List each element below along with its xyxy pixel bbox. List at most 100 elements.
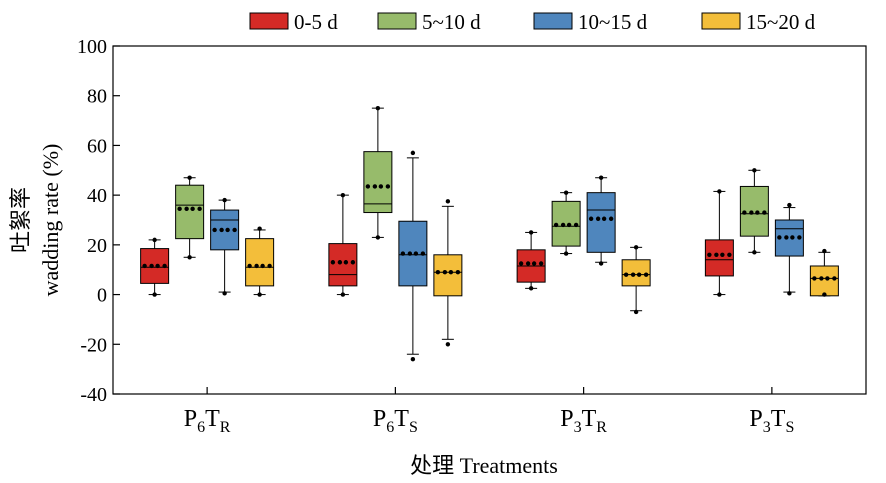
- outlier-point: [222, 197, 227, 203]
- legend-label: 0-5 d: [294, 10, 338, 34]
- outlier-point: [257, 292, 262, 297]
- box-10-15-d-1: [398, 150, 428, 362]
- outlier-point: [787, 202, 792, 208]
- mean-dot: [254, 263, 259, 269]
- legend-label: 10~15 d: [578, 10, 648, 34]
- mean-dot: [435, 270, 441, 275]
- outlier-point: [187, 255, 192, 260]
- box-10-15-d-0: [210, 197, 240, 296]
- mean-dot: [378, 184, 384, 189]
- mean-dot: [643, 272, 649, 277]
- box-body: [586, 192, 616, 253]
- mean-dot: [727, 252, 732, 257]
- mean-dot: [247, 263, 252, 269]
- outlier-point: [717, 189, 722, 194]
- box-5-10-d-0: [175, 175, 205, 260]
- outlier-point: [375, 235, 381, 240]
- outlier-point: [822, 292, 827, 297]
- box-10-15-d-3: [774, 202, 804, 296]
- box-10-15-d-2: [586, 175, 616, 266]
- box-15-20-d-2: [621, 245, 651, 315]
- box-5-10-d-1: [363, 105, 393, 240]
- outlier-point: [340, 292, 346, 297]
- mean-dot: [630, 272, 636, 277]
- outlier-point: [633, 309, 639, 315]
- mean-dot: [365, 184, 371, 189]
- mean-dot: [636, 272, 642, 277]
- box-body: [809, 265, 839, 297]
- box-0-5-d-1: [328, 192, 358, 297]
- mean-dot: [755, 210, 760, 215]
- box-15-20-d-3: [809, 248, 839, 297]
- y-axis-title: 吐絮率 wadding rate (%): [8, 144, 63, 297]
- legend-item: 0-5 d: [249, 10, 338, 34]
- legend-label: 15~20 d: [746, 10, 816, 34]
- legend-item: 10~15 d: [533, 10, 648, 34]
- mean-dot: [260, 263, 265, 269]
- mean-dot: [350, 260, 356, 265]
- y-tick-label: 100: [77, 36, 107, 58]
- mean-dot: [553, 222, 559, 228]
- mean-dot: [420, 251, 426, 256]
- mean-dot: [573, 222, 579, 228]
- mean-dot: [784, 235, 789, 240]
- y-tick-label: -40: [80, 384, 107, 406]
- mean-dot: [407, 251, 413, 256]
- box-body: [433, 254, 463, 297]
- plot-frame: [112, 45, 867, 395]
- outlier-point: [222, 291, 227, 296]
- mean-dot: [267, 263, 272, 269]
- box-5-10-d-2: [551, 190, 581, 256]
- outlier-point: [717, 292, 722, 297]
- mean-dot: [232, 227, 237, 233]
- y-tick-label: 40: [87, 185, 107, 207]
- mean-dot: [623, 272, 629, 277]
- mean-dot: [525, 261, 531, 266]
- legend-item: 5~10 d: [377, 10, 481, 34]
- outlier-point: [563, 190, 569, 195]
- mean-dot: [385, 184, 391, 189]
- box-0-5-d-0: [140, 237, 170, 297]
- mean-dot: [372, 184, 378, 189]
- mean-dot: [184, 206, 189, 212]
- mean-dot: [330, 260, 336, 265]
- mean-dot: [742, 210, 747, 215]
- outlier-point: [752, 168, 757, 173]
- mean-dot: [455, 270, 461, 275]
- legend-swatch: [701, 12, 741, 30]
- box-0-5-d-2: [516, 230, 546, 291]
- mean-dot: [413, 251, 419, 256]
- mean-dot: [566, 222, 572, 228]
- legend-swatch: [249, 12, 289, 30]
- y-tick-label: -20: [80, 334, 107, 356]
- outlier-point: [787, 291, 792, 296]
- mean-dot: [162, 263, 167, 269]
- mean-dot: [707, 252, 712, 257]
- box-body: [704, 239, 734, 277]
- outlier-point: [340, 192, 346, 198]
- box-0-5-d-3: [704, 189, 734, 297]
- outlier-point: [257, 226, 262, 231]
- mean-dot: [777, 235, 782, 240]
- outlier-point: [528, 230, 534, 235]
- outlier-point: [563, 251, 569, 256]
- x-tick-label: P3TR: [560, 406, 607, 436]
- mean-dot: [343, 260, 349, 265]
- mean-dot: [714, 252, 719, 257]
- mean-dot: [560, 222, 566, 228]
- y-axis-title-en: wadding rate (%): [38, 144, 63, 297]
- box-body: [363, 151, 393, 214]
- mean-dot: [762, 210, 767, 215]
- legend-item: 15~20 d: [701, 10, 816, 34]
- mean-dot: [832, 276, 837, 281]
- box-15-20-d-0: [245, 226, 275, 297]
- mean-dot: [212, 227, 217, 233]
- mean-dot: [749, 210, 754, 215]
- outlier-point: [152, 292, 157, 297]
- mean-dot: [812, 276, 817, 281]
- mean-dot: [155, 263, 160, 269]
- y-tick-label: 20: [87, 235, 107, 257]
- mean-dot: [825, 276, 830, 281]
- outlier-point: [187, 175, 192, 180]
- mean-dot: [790, 235, 795, 240]
